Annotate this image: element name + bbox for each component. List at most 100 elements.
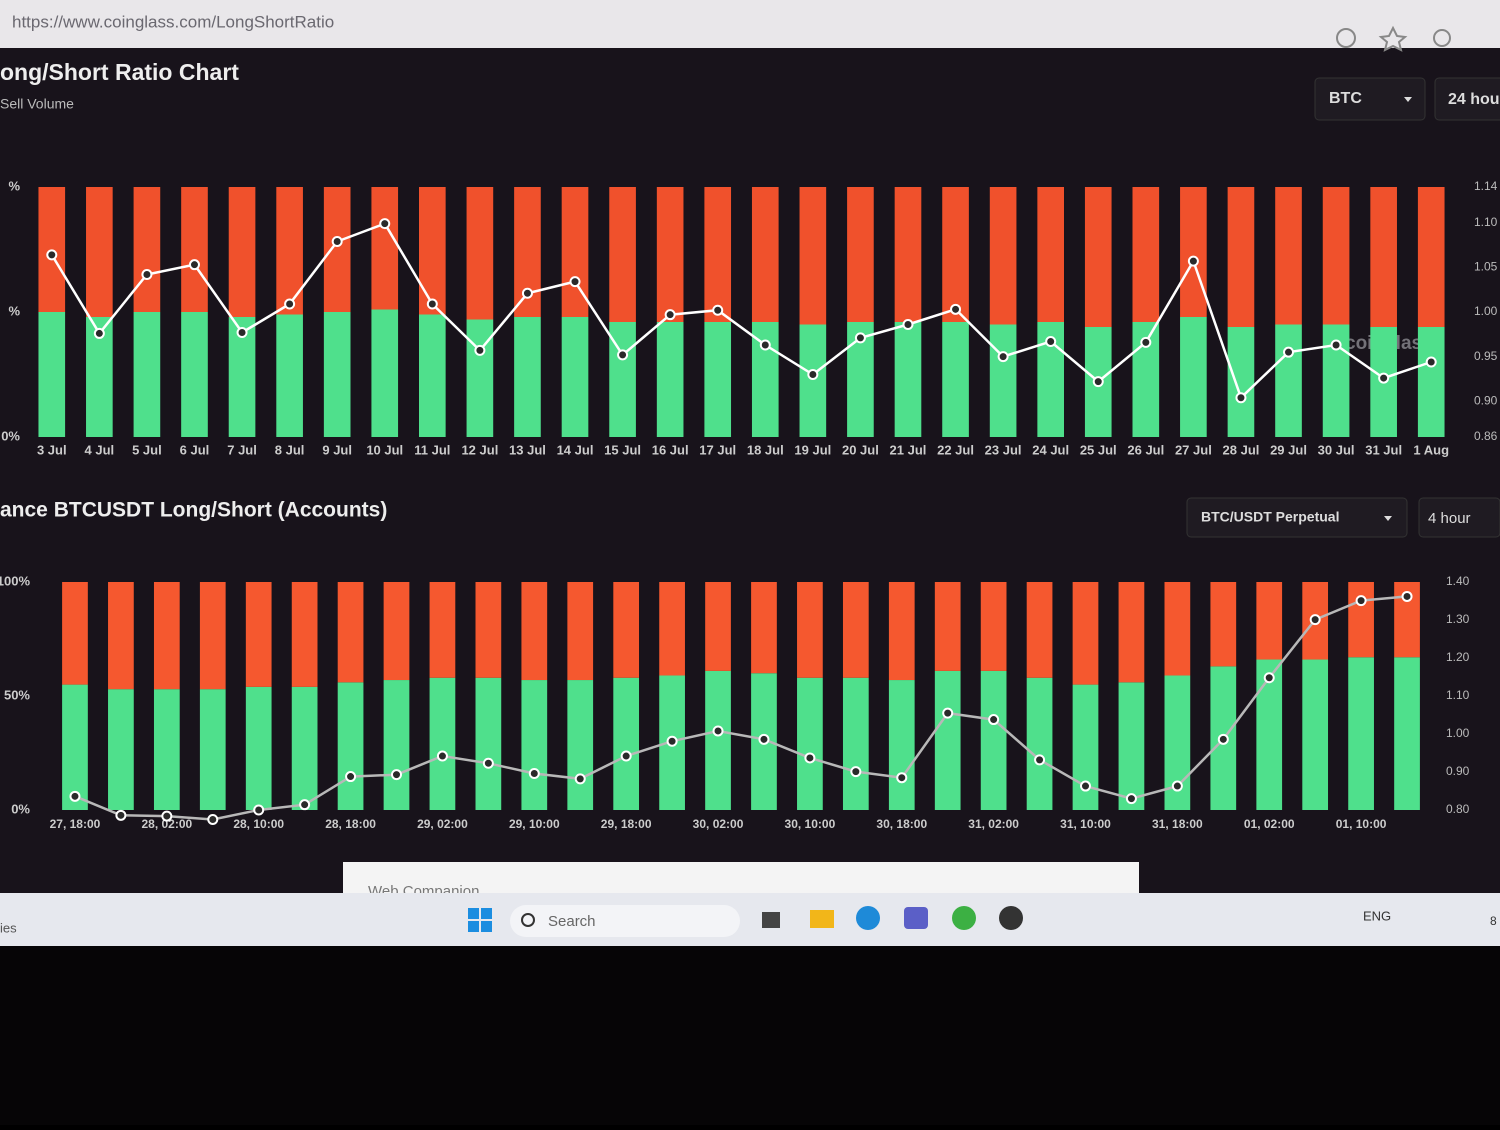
bar-segment xyxy=(799,324,827,437)
icon[interactable] xyxy=(1378,25,1408,52)
bar-segment xyxy=(1227,327,1255,437)
select[interactable] xyxy=(1186,497,1408,538)
bar-segment xyxy=(475,677,502,810)
popup[interactable] xyxy=(343,862,1139,893)
x-tick-label: 30 Jul xyxy=(1318,442,1355,457)
bar-segment xyxy=(337,582,364,683)
ratio-point xyxy=(850,766,862,778)
bar-segment xyxy=(466,187,494,320)
x-tick-label: 1 Aug xyxy=(1413,442,1449,457)
bar-segment xyxy=(466,319,494,437)
ratio-point xyxy=(482,757,494,769)
bar-segment xyxy=(567,582,594,681)
ratio-point xyxy=(1034,754,1046,766)
select[interactable] xyxy=(1418,497,1500,538)
start-icon[interactable] xyxy=(481,921,492,932)
bar-segment xyxy=(842,582,869,678)
bar-segment xyxy=(1180,187,1207,317)
select[interactable] xyxy=(1314,77,1426,121)
icon xyxy=(1384,516,1392,521)
ratio-point xyxy=(1235,392,1247,404)
ratio-point xyxy=(896,772,908,784)
ratio-point xyxy=(331,235,343,247)
url[interactable]: https://www.coinglass.com/LongShortRatio xyxy=(12,12,334,31)
ratio-point xyxy=(988,714,1000,726)
bar-segment xyxy=(429,582,456,678)
x-tick-label: 4 Jul xyxy=(85,442,115,457)
y2-tick-label: 0.90 xyxy=(1474,393,1498,407)
bar-segment xyxy=(1084,187,1112,327)
bar-segment xyxy=(659,582,685,676)
bar-segment xyxy=(291,686,318,810)
ratio-point xyxy=(1092,376,1104,388)
bar-segment xyxy=(1037,187,1065,322)
bar-segment xyxy=(980,582,1007,671)
start-icon[interactable] xyxy=(481,908,492,919)
bar-segment xyxy=(429,677,456,810)
select[interactable] xyxy=(1434,77,1500,121)
app-icon[interactable] xyxy=(856,906,880,930)
bar-segment xyxy=(337,682,364,810)
ratio-point xyxy=(1217,733,1229,745)
app-icon[interactable] xyxy=(952,906,976,930)
bar-segment xyxy=(38,312,66,437)
x-tick-label: 10 Jul xyxy=(366,442,403,457)
bar-segment xyxy=(475,582,502,678)
select-label: BTC xyxy=(1329,90,1362,107)
bar-segment xyxy=(1180,317,1207,437)
bar-segment xyxy=(245,582,272,687)
clock[interactable]: 8 xyxy=(1490,914,1497,928)
ratio-point xyxy=(997,351,1009,363)
x-tick-label: 21 Jul xyxy=(890,442,927,457)
x-tick-label: 23 Jul xyxy=(985,442,1022,457)
x-tick-label: 7 Jul xyxy=(227,442,257,457)
bar-segment xyxy=(989,187,1017,325)
ratio-point xyxy=(1309,614,1321,626)
ratio-point xyxy=(93,327,105,339)
bar-segment xyxy=(1132,187,1160,322)
bar-segment xyxy=(1348,582,1374,658)
icon xyxy=(1404,97,1412,102)
language[interactable]: ENG xyxy=(1363,908,1391,923)
app-icon[interactable] xyxy=(810,910,834,928)
bar-segment xyxy=(842,677,869,810)
start-icon[interactable] xyxy=(468,908,479,919)
x-tick-label: 3 Jul xyxy=(37,442,67,457)
ratio-point xyxy=(1125,793,1137,805)
bar-segment xyxy=(888,582,915,681)
bar-segment xyxy=(1026,677,1053,810)
bar-segment xyxy=(1417,327,1445,437)
bar-segment xyxy=(1118,682,1145,810)
icon[interactable] xyxy=(1433,29,1451,47)
x-tick-label: 9 Jul xyxy=(322,442,352,457)
app-icon[interactable] xyxy=(904,907,928,929)
ratio-point xyxy=(345,771,357,783)
y2-tick-label: 1.20 xyxy=(1446,650,1470,664)
bar-segment xyxy=(276,314,303,437)
bar-segment xyxy=(609,187,636,322)
search-box[interactable] xyxy=(510,905,740,937)
bar-segment xyxy=(371,309,399,437)
start-icon[interactable] xyxy=(468,921,479,932)
bar-segment xyxy=(1256,659,1283,810)
bar-segment xyxy=(704,322,732,437)
y2-tick-label: 1.30 xyxy=(1446,612,1470,626)
ratio-point xyxy=(188,259,200,271)
ratio-point xyxy=(1171,780,1183,792)
bar-segment xyxy=(980,670,1007,810)
ratio-point xyxy=(1330,339,1342,351)
bar-segment xyxy=(1210,582,1237,667)
ratio-point xyxy=(436,750,448,762)
ratio-point xyxy=(664,309,676,321)
bar-segment xyxy=(133,312,161,437)
ratio-point xyxy=(69,790,81,802)
app-icon[interactable] xyxy=(999,906,1023,930)
y-tick-label: % xyxy=(8,303,20,318)
icon[interactable] xyxy=(1336,28,1356,48)
ratio-point xyxy=(299,799,311,811)
plots: %% 0% 1.14 1.10 1.05 1.00 0.95 0.90 0.86 3 Jul 4 J… xyxy=(0,178,1498,831)
bar-segment xyxy=(567,680,594,810)
app-icon[interactable] xyxy=(762,912,780,928)
bar-segment xyxy=(133,187,161,312)
